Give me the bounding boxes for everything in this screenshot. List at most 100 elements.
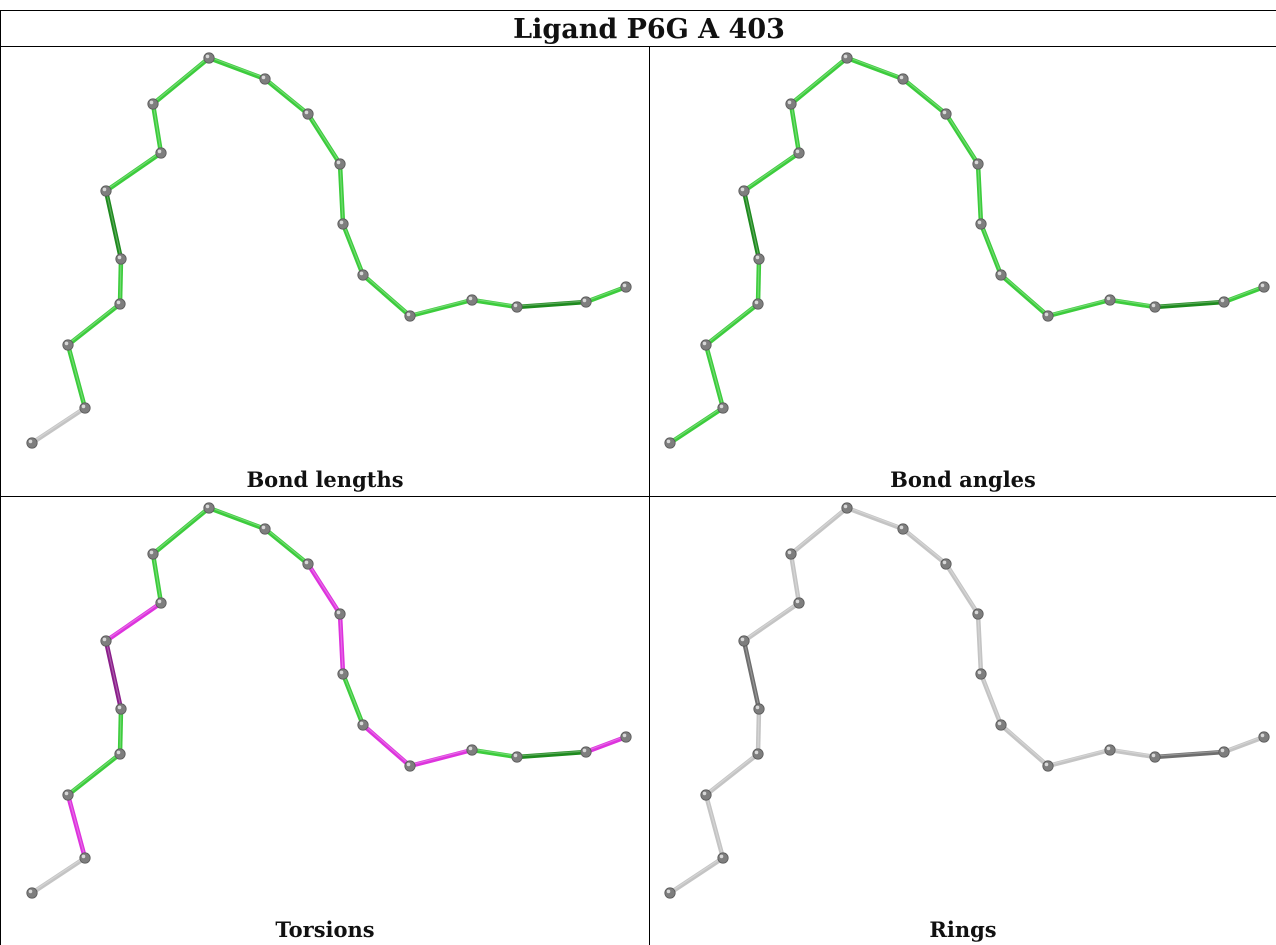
bond [150, 101, 164, 156]
atom-highlight [205, 54, 210, 59]
atom-highlight [719, 854, 724, 859]
panel-rings: Rings [664, 502, 1270, 942]
atom-highlight [899, 75, 904, 80]
bond [755, 706, 762, 757]
bond [407, 747, 475, 769]
atom [1258, 281, 1270, 293]
bond [469, 297, 520, 310]
bond-highlight [980, 672, 1002, 725]
bond-highlight [705, 302, 759, 345]
bond-highlight [585, 285, 627, 302]
atom-highlight [28, 439, 33, 444]
atom-highlight [304, 560, 309, 565]
atom [975, 668, 987, 680]
atom-highlight [942, 560, 947, 565]
bond [1152, 299, 1227, 310]
atom [1218, 296, 1230, 308]
bond-highlight [152, 56, 210, 104]
bond-highlight [1109, 298, 1156, 307]
atom-highlight [582, 748, 587, 753]
atom [1104, 294, 1116, 306]
bond [206, 55, 268, 82]
bond [117, 256, 124, 307]
atom [404, 310, 416, 322]
atom-highlight [513, 303, 518, 308]
panel-caption-bond-angles: Bond angles [890, 467, 1036, 492]
bond-angles-bonds [667, 55, 1267, 446]
atom-highlight [787, 550, 792, 555]
atom-highlight [740, 187, 745, 192]
bond [788, 505, 850, 557]
bond [900, 526, 949, 567]
atom [155, 147, 167, 159]
panel-caption-torsions: Torsions [275, 917, 374, 942]
atom-highlight [1220, 298, 1225, 303]
bond [900, 76, 949, 117]
atom [259, 73, 271, 85]
atom-highlight [1106, 746, 1111, 751]
atom [700, 339, 712, 351]
atom-highlight [102, 637, 107, 642]
atom-highlight [64, 341, 69, 346]
bond-highlight [152, 552, 162, 603]
bond [788, 551, 802, 606]
atom [1104, 744, 1116, 756]
bond [741, 638, 762, 712]
atom-highlight [740, 637, 745, 642]
atom [337, 668, 349, 680]
atom [995, 719, 1007, 731]
bond-lengths-atoms [26, 52, 632, 449]
bond-highlight [362, 723, 411, 766]
bond [741, 600, 802, 644]
atom [404, 760, 416, 772]
atom-highlight [81, 404, 86, 409]
atom [620, 731, 632, 743]
bond [150, 505, 212, 557]
atom-highlight [359, 271, 364, 276]
bond [262, 526, 311, 567]
bond-highlight [105, 601, 162, 641]
atom [841, 502, 853, 514]
atom-highlight [719, 404, 724, 409]
atom [580, 746, 592, 758]
bond [1221, 734, 1267, 755]
bond [755, 256, 762, 307]
atom-highlight [702, 791, 707, 796]
atom [664, 437, 676, 449]
bond-highlight [409, 298, 473, 316]
bond-highlight [980, 222, 1002, 275]
atom [1149, 751, 1161, 763]
bond-highlight [339, 612, 344, 674]
bond [667, 855, 726, 896]
bond-highlight [264, 527, 309, 564]
atom [357, 719, 369, 731]
bond-highlight [67, 343, 86, 408]
atom [147, 98, 159, 110]
bond-angles-atoms [664, 52, 1270, 449]
bond [305, 111, 343, 167]
atom-highlight [843, 54, 848, 59]
bond [206, 505, 268, 532]
atom-highlight [117, 705, 122, 710]
atom [975, 218, 987, 230]
bond-highlight [1154, 300, 1225, 307]
atom [511, 301, 523, 313]
bond [65, 792, 88, 861]
atom-highlight [843, 504, 848, 509]
atom-highlight [666, 439, 671, 444]
bond [1221, 284, 1267, 305]
panel-caption-bond-lengths: Bond lengths [246, 467, 403, 492]
bond [788, 101, 802, 156]
atom [79, 852, 91, 864]
atom-highlight [702, 341, 707, 346]
panel-torsions: Torsions [26, 502, 632, 942]
atom-highlight [974, 160, 979, 165]
atom-highlight [81, 854, 86, 859]
atom-highlight [28, 889, 33, 894]
bond-highlight [1047, 298, 1111, 316]
atom-highlight [261, 75, 266, 80]
atom [100, 635, 112, 647]
atom [334, 158, 346, 170]
bond [340, 221, 366, 278]
